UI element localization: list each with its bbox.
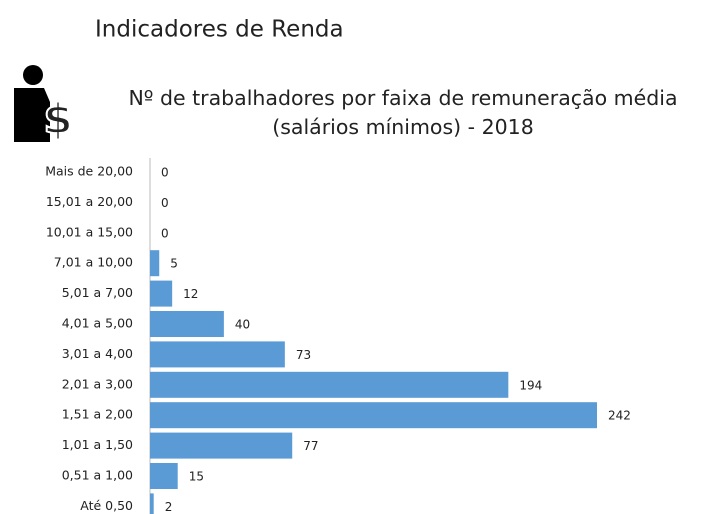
bar [150, 371, 509, 398]
value-label: 77 [303, 439, 318, 453]
bar [150, 463, 178, 489]
value-label: 5 [170, 257, 178, 271]
value-label: 2 [165, 500, 173, 514]
bar [150, 402, 597, 429]
bar [150, 341, 285, 368]
category-label: 1,01 a 1,50 [62, 437, 133, 452]
bar [150, 311, 224, 337]
category-label: 5,01 a 7,00 [62, 285, 133, 300]
category-label: 7,01 a 10,00 [54, 255, 133, 270]
value-label: 242 [608, 409, 631, 423]
page-title: Indicadores de Renda [95, 17, 344, 43]
value-label: 15 [189, 470, 204, 484]
value-label: 0 [161, 226, 169, 240]
worker-money-icon: $ [14, 65, 74, 145]
bar [150, 250, 160, 277]
value-label: 194 [519, 378, 542, 392]
value-label: 12 [183, 287, 198, 301]
category-label: 1,51 a 2,00 [62, 407, 133, 422]
bar [150, 432, 293, 459]
category-label: 4,01 a 5,00 [62, 316, 133, 331]
value-label: 40 [235, 318, 250, 332]
value-label: 0 [161, 166, 169, 180]
bar [150, 280, 173, 307]
category-label: 2,01 a 3,00 [62, 376, 133, 391]
value-label: 73 [296, 348, 311, 362]
category-label: 15,01 a 20,00 [46, 194, 133, 209]
category-label: Até 0,50 [80, 498, 133, 513]
bar [150, 493, 154, 514]
chart-subtitle: (salários mínimos) - 2018 [272, 115, 534, 139]
chart-title: Nº de trabalhadores por faixa de remuner… [128, 86, 677, 110]
category-label: 0,51 a 1,00 [62, 468, 133, 483]
value-label: 0 [161, 196, 169, 210]
category-label: 3,01 a 4,00 [62, 346, 133, 361]
category-label: 10,01 a 15,00 [46, 224, 133, 239]
category-label: Mais de 20,00 [45, 164, 133, 179]
svg-text:$: $ [43, 95, 72, 144]
